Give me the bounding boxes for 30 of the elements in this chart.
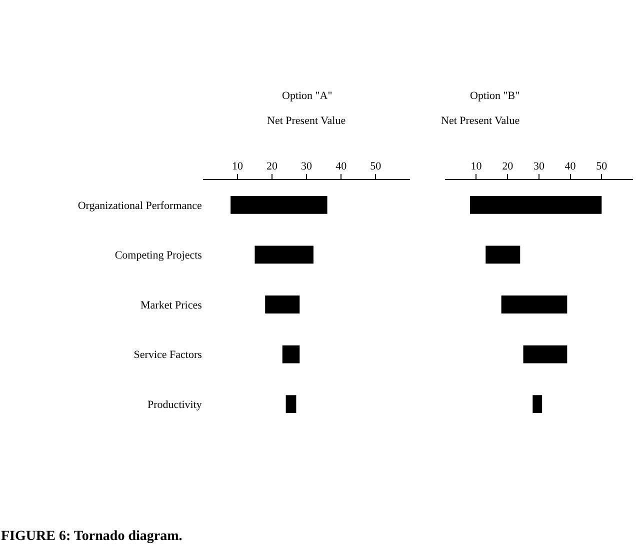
y-tick-label: Market Prices bbox=[140, 299, 202, 312]
x-tick-label: 50 bbox=[596, 160, 608, 173]
bar bbox=[265, 296, 300, 314]
x-tick-label: 10 bbox=[232, 160, 244, 173]
bar bbox=[532, 395, 542, 414]
x-tick-label: 30 bbox=[301, 160, 313, 173]
x-tick-label: 20 bbox=[502, 160, 514, 173]
bar bbox=[486, 246, 520, 264]
x-tick-label: 30 bbox=[533, 160, 545, 173]
x-tick-label: 40 bbox=[336, 160, 348, 173]
chart-title: Option "B" bbox=[470, 90, 520, 102]
bar bbox=[286, 395, 296, 414]
caption: FIGURE 6: Tornado diagram. bbox=[1, 529, 182, 544]
bar bbox=[230, 196, 328, 214]
bar bbox=[523, 345, 568, 364]
y-tick-label: Organizational Performance bbox=[78, 200, 202, 212]
x-tick-label: 40 bbox=[564, 160, 576, 173]
chart-subtitle: Net Present Value bbox=[267, 115, 346, 127]
y-tick-label: Competing Projects bbox=[114, 250, 202, 262]
chart-title: Option "A" bbox=[282, 90, 332, 102]
x-tick-label: 10 bbox=[470, 160, 482, 173]
bar bbox=[470, 196, 602, 214]
x-tick-label: 50 bbox=[370, 160, 382, 173]
x-tick-label: 20 bbox=[266, 160, 278, 173]
chart-subtitle: Net Present Value bbox=[441, 115, 520, 127]
bar bbox=[501, 296, 568, 314]
y-tick-label: Service Factors bbox=[134, 349, 202, 362]
bar bbox=[254, 246, 314, 264]
bar bbox=[282, 345, 300, 364]
y-tick-label: Productivity bbox=[148, 398, 202, 411]
